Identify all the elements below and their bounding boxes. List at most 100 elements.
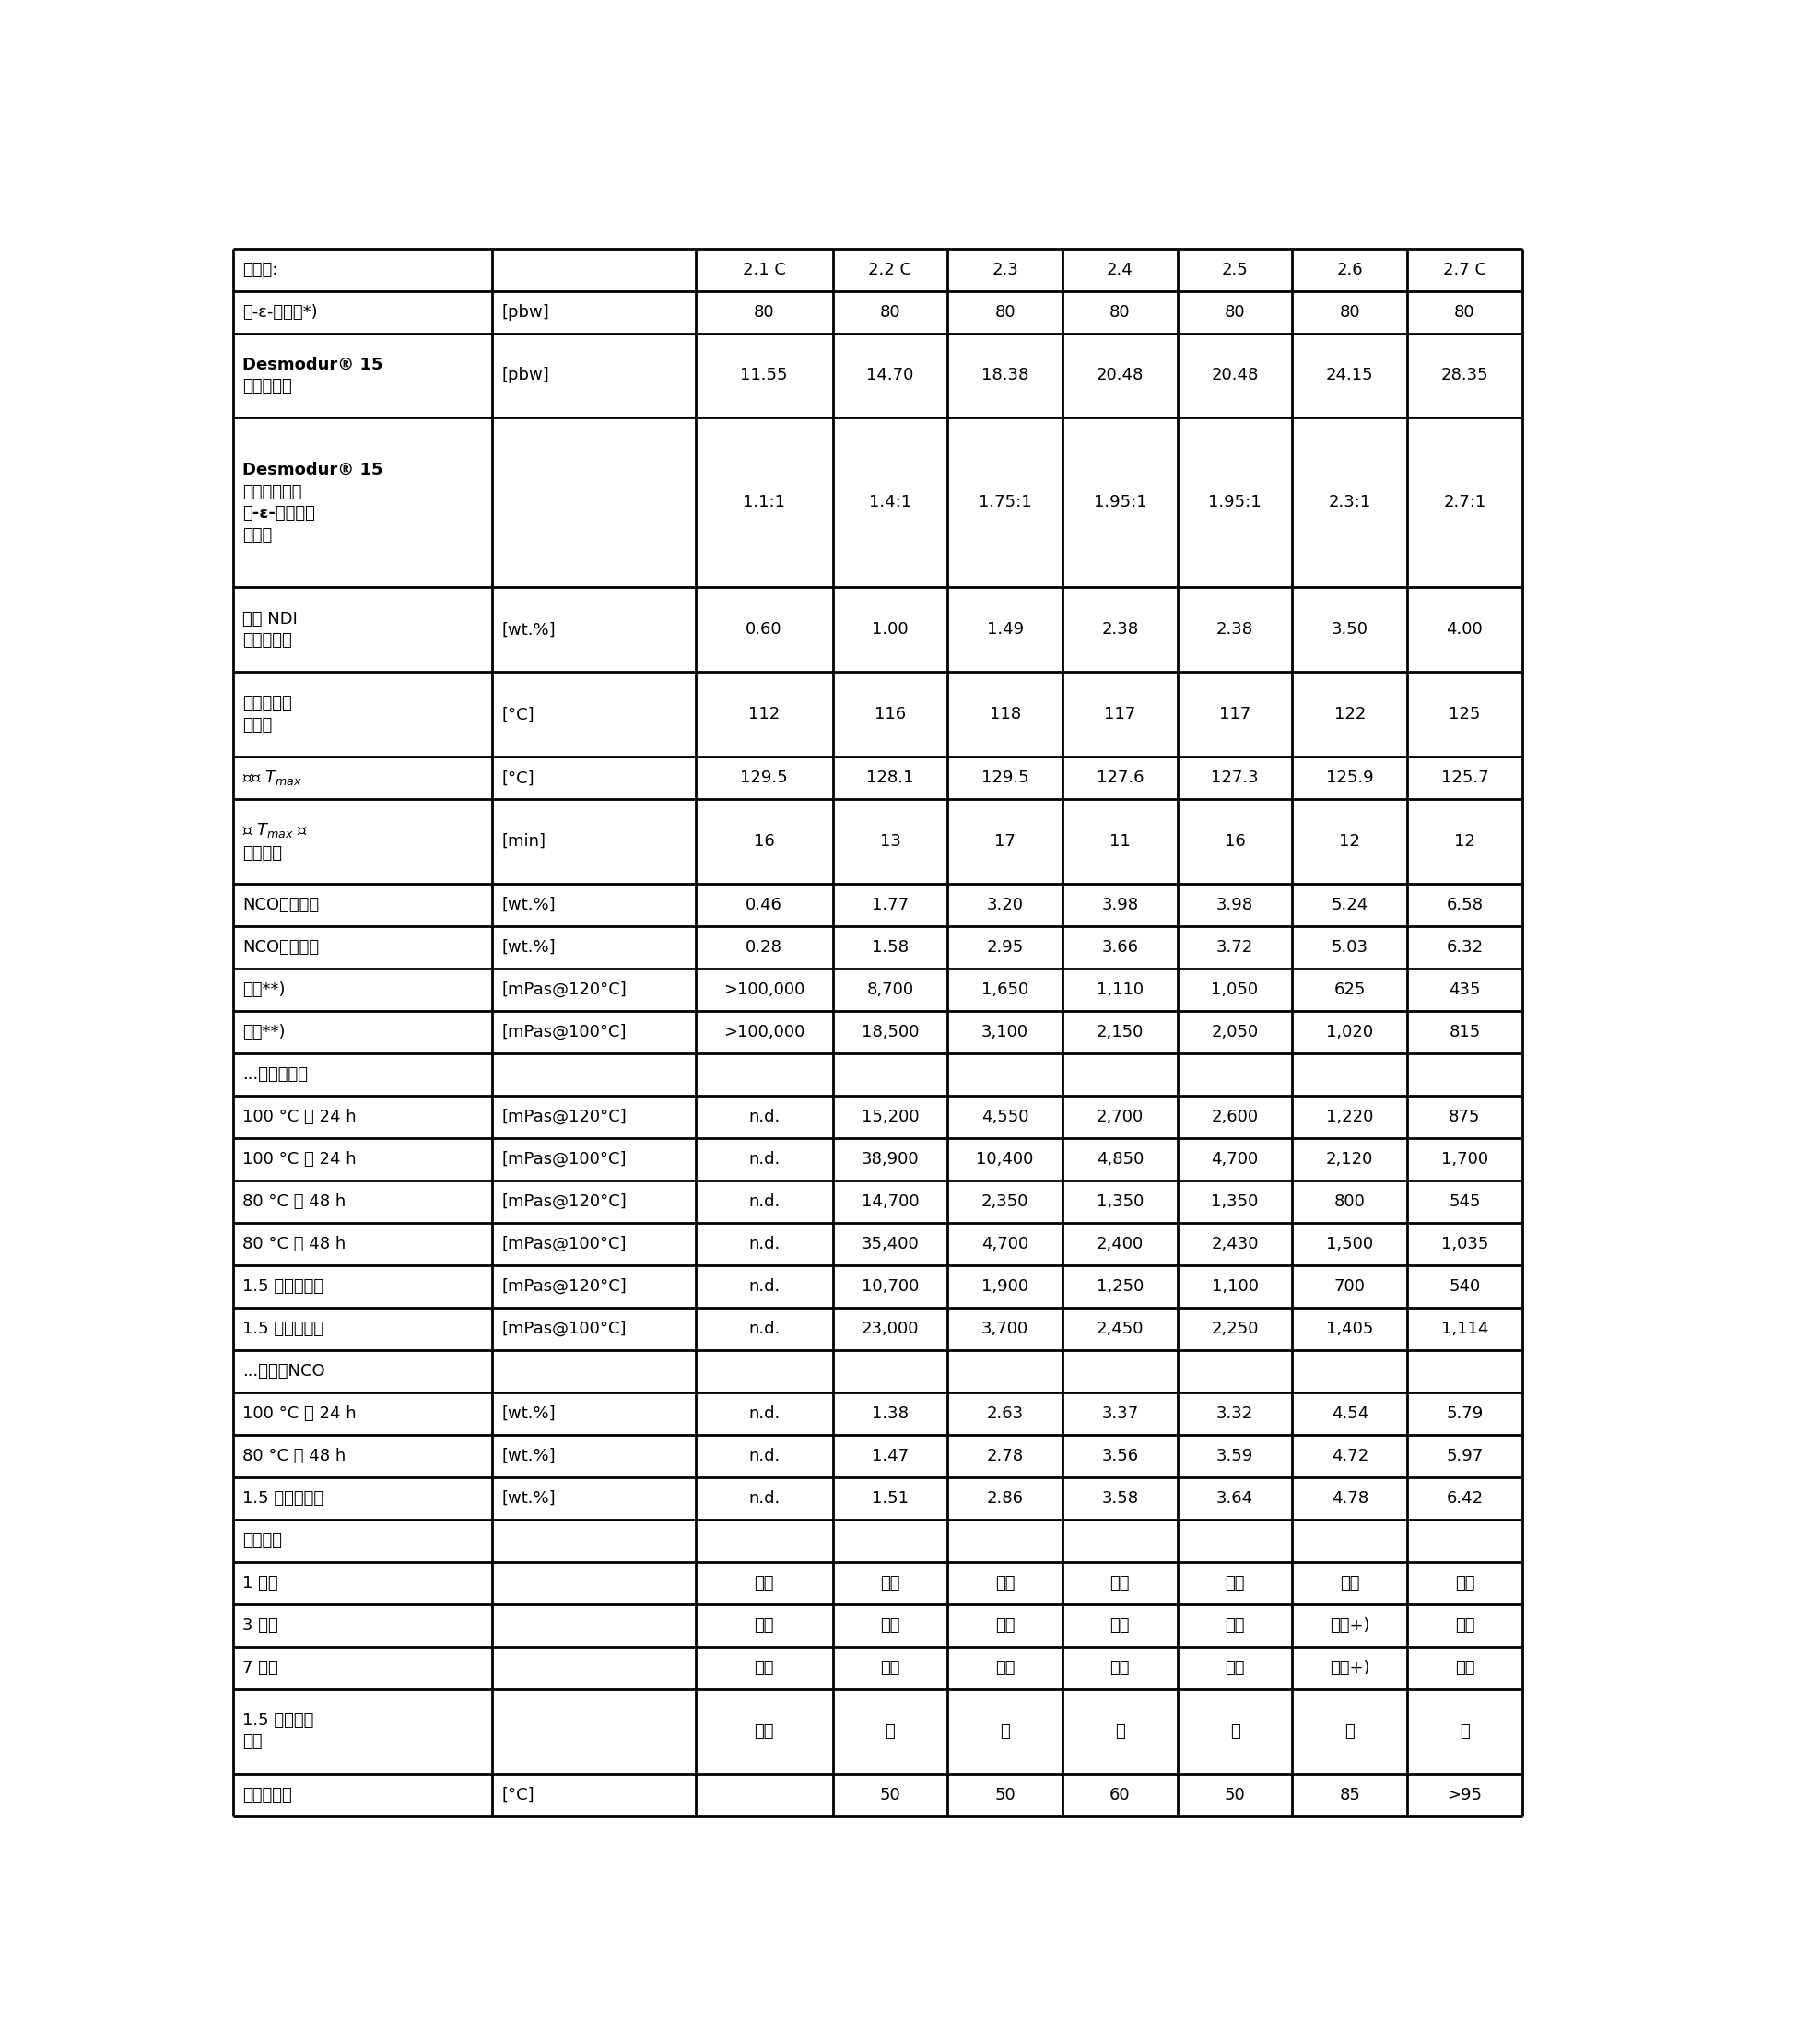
Text: 18.38: 18.38 — [982, 368, 1029, 384]
Text: 清澈: 清澈 — [1226, 1574, 1244, 1592]
Text: [mPas@120°C]: [mPas@120°C] — [503, 1194, 627, 1210]
Text: 3.20: 3.20 — [987, 897, 1023, 914]
Text: [pbw]: [pbw] — [503, 305, 550, 321]
Text: 3.72: 3.72 — [1217, 938, 1253, 957]
Text: 80 °C 下 48 h: 80 °C 下 48 h — [242, 1194, 347, 1210]
Text: 6.42: 6.42 — [1446, 1490, 1483, 1506]
Text: [wt.%]: [wt.%] — [503, 621, 557, 638]
Text: n.d.: n.d. — [749, 1151, 779, 1167]
Text: 有: 有 — [1345, 1723, 1354, 1739]
Text: 3.98: 3.98 — [1101, 897, 1139, 914]
Text: n.d.: n.d. — [749, 1320, 779, 1337]
Text: 有: 有 — [1116, 1723, 1125, 1739]
Text: 放热 $T_{max}$: 放热 $T_{max}$ — [242, 769, 302, 787]
Text: n.d.: n.d. — [749, 1108, 779, 1126]
Text: 0.46: 0.46 — [745, 897, 783, 914]
Text: 20.48: 20.48 — [1096, 368, 1144, 384]
Text: 80: 80 — [1454, 305, 1475, 321]
Text: 127.3: 127.3 — [1211, 771, 1258, 787]
Text: 4,700: 4,700 — [1211, 1151, 1258, 1167]
Text: n.d.: n.d. — [749, 1278, 779, 1294]
Text: n.d.: n.d. — [749, 1237, 779, 1253]
Text: 清澈: 清澈 — [1226, 1660, 1244, 1676]
Text: >100,000: >100,000 — [723, 1024, 805, 1040]
Text: 2,150: 2,150 — [1096, 1024, 1144, 1040]
Text: 2.1 C: 2.1 C — [743, 262, 786, 278]
Text: 1.95:1: 1.95:1 — [1208, 495, 1262, 511]
Text: 混浊: 混浊 — [880, 1660, 900, 1676]
Text: 1.5 个月／室温: 1.5 个月／室温 — [242, 1278, 324, 1294]
Text: 2.7 C: 2.7 C — [1443, 262, 1486, 278]
Text: 1.5 个月／室温: 1.5 个月／室温 — [242, 1490, 324, 1506]
Text: [°C]: [°C] — [503, 705, 535, 724]
Text: 2.6: 2.6 — [1336, 262, 1363, 278]
Text: 1.51: 1.51 — [871, 1490, 909, 1506]
Text: 17: 17 — [994, 834, 1016, 850]
Text: 14,700: 14,700 — [861, 1194, 918, 1210]
Text: 18,500: 18,500 — [861, 1024, 918, 1040]
Text: 540: 540 — [1448, 1278, 1481, 1294]
Text: 4.00: 4.00 — [1446, 621, 1483, 638]
Text: [mPas@100°C]: [mPas@100°C] — [503, 1237, 627, 1253]
Text: 128.1: 128.1 — [866, 771, 913, 787]
Text: 清澈熔体于: 清澈熔体于 — [242, 1786, 293, 1803]
Text: 清澈+): 清澈+) — [1329, 1617, 1370, 1633]
Text: 122: 122 — [1334, 705, 1365, 724]
Text: [min]: [min] — [503, 834, 546, 850]
Text: 112: 112 — [749, 705, 779, 724]
Text: ...之后的粘度: ...之后的粘度 — [242, 1067, 307, 1083]
Text: 14.70: 14.70 — [866, 368, 913, 384]
Text: 3,700: 3,700 — [982, 1320, 1029, 1337]
Text: 815: 815 — [1448, 1024, 1481, 1040]
Text: 80: 80 — [1110, 305, 1130, 321]
Text: 2.2 C: 2.2 C — [868, 262, 911, 278]
Text: [wt.%]: [wt.%] — [503, 1447, 557, 1464]
Text: 2,600: 2,600 — [1211, 1108, 1258, 1126]
Text: 2,700: 2,700 — [1096, 1108, 1144, 1126]
Text: 700: 700 — [1334, 1278, 1365, 1294]
Text: [wt.%]: [wt.%] — [503, 1490, 557, 1506]
Text: 粘度**): 粘度**) — [242, 1024, 286, 1040]
Text: 游离 NDI
（理论值）: 游离 NDI （理论值） — [242, 611, 298, 648]
Text: 2.3: 2.3 — [993, 262, 1018, 278]
Text: >95: >95 — [1446, 1786, 1483, 1803]
Text: 起始温度，
多元醇: 起始温度， 多元醇 — [242, 695, 293, 734]
Text: 1,020: 1,020 — [1327, 1024, 1374, 1040]
Text: n.d.: n.d. — [749, 1490, 779, 1506]
Text: 有: 有 — [1459, 1723, 1470, 1739]
Text: 1,500: 1,500 — [1327, 1237, 1374, 1253]
Text: NCO，实测值: NCO，实测值 — [242, 938, 320, 957]
Text: >100,000: >100,000 — [723, 981, 805, 997]
Text: 混浊: 混浊 — [994, 1660, 1014, 1676]
Text: 1.5 个月后的
斑点: 1.5 个月后的 斑点 — [242, 1713, 315, 1750]
Text: 4.72: 4.72 — [1331, 1447, 1369, 1464]
Text: 2.5: 2.5 — [1222, 262, 1248, 278]
Text: 800: 800 — [1334, 1194, 1365, 1210]
Text: 清澈: 清澈 — [994, 1617, 1014, 1633]
Text: 3.58: 3.58 — [1101, 1490, 1139, 1506]
Text: 12: 12 — [1340, 834, 1360, 850]
Text: 16: 16 — [754, 834, 774, 850]
Text: ...之后的NCO: ...之后的NCO — [242, 1363, 325, 1380]
Text: [wt.%]: [wt.%] — [503, 897, 557, 914]
Text: 3.32: 3.32 — [1217, 1404, 1253, 1423]
Text: 625: 625 — [1334, 981, 1365, 997]
Text: 固体: 固体 — [754, 1723, 774, 1739]
Text: [mPas@100°C]: [mPas@100°C] — [503, 1024, 627, 1040]
Text: 129.5: 129.5 — [982, 771, 1029, 787]
Text: 3,100: 3,100 — [982, 1024, 1029, 1040]
Text: 100 °C 下 24 h: 100 °C 下 24 h — [242, 1404, 356, 1423]
Text: [mPas@120°C]: [mPas@120°C] — [503, 1108, 627, 1126]
Text: 1,100: 1,100 — [1211, 1278, 1258, 1294]
Text: n.d.: n.d. — [749, 1194, 779, 1210]
Text: 2,350: 2,350 — [982, 1194, 1029, 1210]
Text: 有: 有 — [1229, 1723, 1240, 1739]
Text: 11.55: 11.55 — [739, 368, 788, 384]
Text: 10,400: 10,400 — [976, 1151, 1034, 1167]
Text: 1.95:1: 1.95:1 — [1094, 495, 1146, 511]
Text: 2,450: 2,450 — [1096, 1320, 1144, 1337]
Text: 10,700: 10,700 — [861, 1278, 918, 1294]
Text: 1.47: 1.47 — [871, 1447, 909, 1464]
Text: [°C]: [°C] — [503, 771, 535, 787]
Text: 8,700: 8,700 — [866, 981, 913, 997]
